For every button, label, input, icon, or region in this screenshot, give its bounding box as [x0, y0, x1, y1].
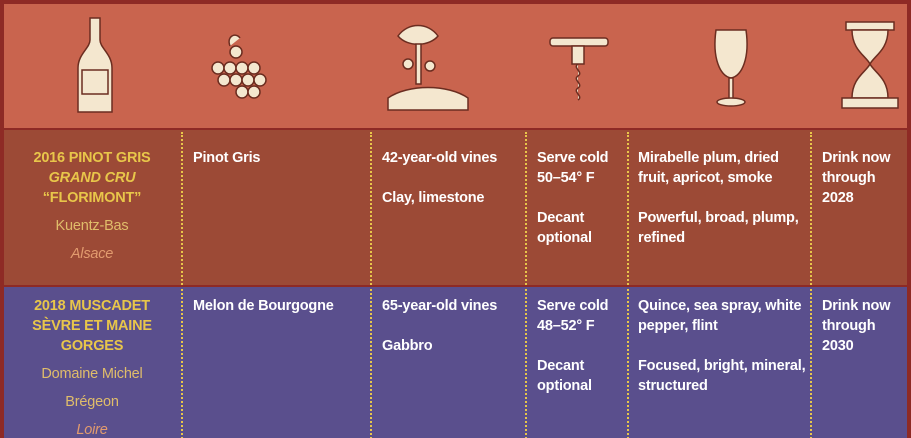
hourglass-icon: [842, 22, 898, 108]
column-divider: [370, 132, 372, 285]
page: 2016 PINOT GRISGRAND CRU“FLORIMONT” Kuent…: [0, 0, 911, 438]
vineyard-text: 65-year-old vines: [382, 296, 522, 316]
wine-name: “FLORIMONT”: [22, 188, 162, 208]
drink-text: Drink now through 2028: [822, 148, 902, 208]
vineyard-cell: 42-year-old vines Clay, limestone: [382, 148, 522, 228]
column-divider: [525, 289, 527, 438]
grape-cell: Pinot Gris: [193, 148, 363, 168]
region: Alsace: [22, 240, 162, 268]
region: Loire: [22, 416, 162, 438]
tasting-text: Focused, bright, mineral, structured: [638, 356, 806, 396]
producer: Domaine Michel Brégeon: [22, 360, 162, 416]
header-band: [4, 4, 907, 128]
column-divider: [810, 289, 812, 438]
column-divider: [181, 132, 183, 285]
column-divider: [627, 132, 629, 285]
column-divider: [810, 132, 812, 285]
vineyard-cell: 65-year-old vines Gabbro: [382, 296, 522, 376]
service-cell: Serve cold 48–52° F Decant optional: [537, 296, 622, 416]
service-text: Serve cold 50–54° F: [537, 148, 622, 188]
drink-text: Drink now through 2030: [822, 296, 902, 356]
bottle-icon: [78, 18, 112, 112]
tasting-cell: Quince, sea spray, white pepper, flint Fo…: [638, 296, 806, 416]
grape-text: Melon de Bourgogne: [193, 296, 363, 316]
tasting-cell: Mirabelle plum, dried fruit, apricot, sm…: [638, 148, 806, 268]
glass-icon: [715, 30, 747, 106]
grapes-icon: [212, 35, 266, 98]
service-text: Serve cold 48–52° F: [537, 296, 622, 336]
wine-name: GRAND CRU: [22, 168, 162, 188]
wine-name: 2016 PINOT GRIS: [22, 148, 162, 168]
column-divider: [627, 289, 629, 438]
corkscrew-icon: [550, 38, 608, 100]
vineyard-icon: [388, 26, 468, 111]
vineyard-text: Clay, limestone: [382, 188, 522, 208]
tasting-text: Mirabelle plum, dried fruit, apricot, sm…: [638, 148, 806, 188]
column-divider: [370, 289, 372, 438]
icons: [4, 4, 907, 128]
service-text: Decant optional: [537, 356, 622, 396]
drink-cell: Drink now through 2028: [822, 148, 902, 208]
column-divider: [525, 132, 527, 285]
grape-cell: Melon de Bourgogne: [193, 296, 363, 316]
drink-cell: Drink now through 2030: [822, 296, 902, 356]
tasting-text: Quince, sea spray, white pepper, flint: [638, 296, 806, 336]
wine-name: 2018 MUSCADET SÈVRE ET MAINE GORGES: [22, 296, 162, 356]
vineyard-text: 42-year-old vines: [382, 148, 522, 168]
tasting-text: Powerful, broad, plump, refined: [638, 208, 806, 248]
vineyard-text: Gabbro: [382, 336, 522, 356]
service-text: Decant optional: [537, 208, 622, 248]
service-cell: Serve cold 50–54° F Decant optional: [537, 148, 622, 268]
producer: Kuentz-Bas: [22, 212, 162, 240]
grape-text: Pinot Gris: [193, 148, 363, 168]
column-divider: [181, 289, 183, 438]
